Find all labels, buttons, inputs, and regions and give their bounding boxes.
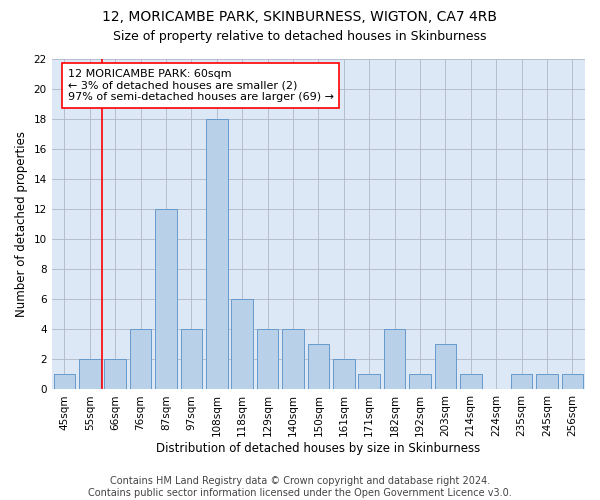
Bar xyxy=(308,344,329,390)
Text: 12, MORICAMBE PARK, SKINBURNESS, WIGTON, CA7 4RB: 12, MORICAMBE PARK, SKINBURNESS, WIGTON,… xyxy=(103,10,497,24)
Bar xyxy=(384,330,406,390)
Bar xyxy=(104,360,126,390)
Bar xyxy=(409,374,431,390)
Bar xyxy=(257,330,278,390)
Bar xyxy=(562,374,583,390)
Text: Size of property relative to detached houses in Skinburness: Size of property relative to detached ho… xyxy=(113,30,487,43)
Bar xyxy=(206,119,227,390)
Bar xyxy=(536,374,557,390)
Bar xyxy=(53,374,75,390)
Bar xyxy=(333,360,355,390)
Bar xyxy=(434,344,456,390)
Bar xyxy=(358,374,380,390)
Bar xyxy=(130,330,151,390)
Text: 12 MORICAMBE PARK: 60sqm
← 3% of detached houses are smaller (2)
97% of semi-det: 12 MORICAMBE PARK: 60sqm ← 3% of detache… xyxy=(68,69,334,102)
Bar xyxy=(282,330,304,390)
Bar xyxy=(460,374,482,390)
Bar xyxy=(181,330,202,390)
Y-axis label: Number of detached properties: Number of detached properties xyxy=(15,131,28,317)
X-axis label: Distribution of detached houses by size in Skinburness: Distribution of detached houses by size … xyxy=(156,442,481,455)
Bar xyxy=(511,374,532,390)
Text: Contains HM Land Registry data © Crown copyright and database right 2024.
Contai: Contains HM Land Registry data © Crown c… xyxy=(88,476,512,498)
Bar xyxy=(232,300,253,390)
Bar xyxy=(155,209,177,390)
Bar xyxy=(79,360,101,390)
